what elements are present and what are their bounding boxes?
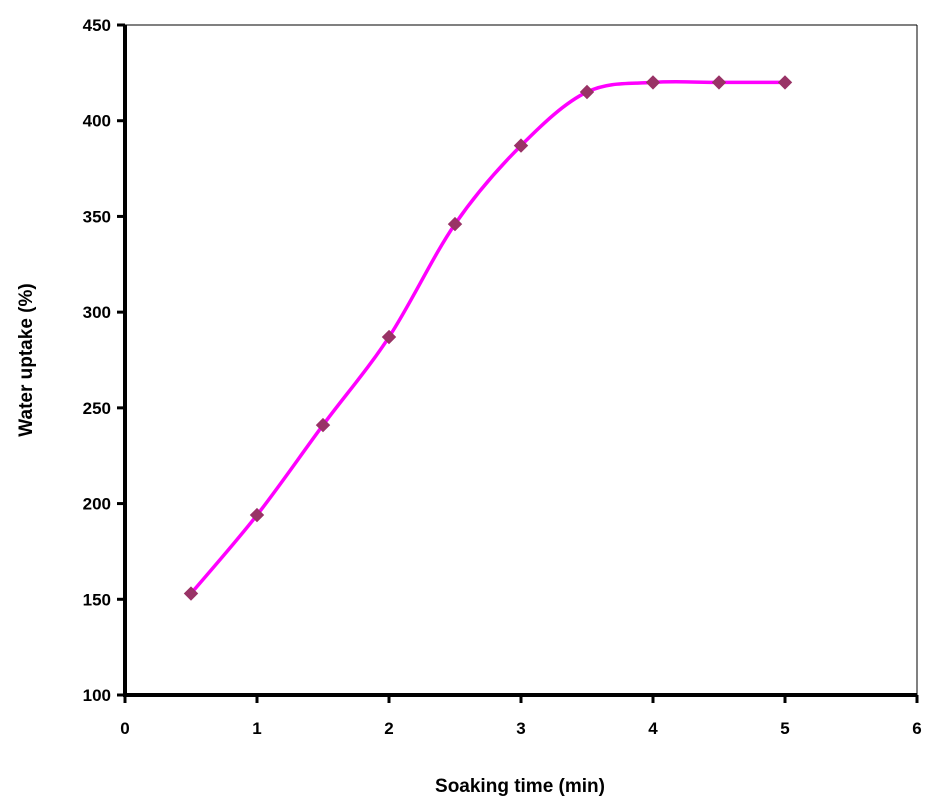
x-tick-label: 2 <box>384 719 393 738</box>
data-point-marker <box>579 84 595 100</box>
x-tick-label: 1 <box>252 719 261 738</box>
data-point-marker <box>183 586 199 601</box>
data-point-marker <box>315 417 331 433</box>
series-line <box>189 79 785 595</box>
data-point-marker <box>513 138 529 153</box>
y-axis-title: Water uptake (%) <box>16 283 37 436</box>
y-tick-label: 400 <box>83 112 111 131</box>
data-point-marker <box>645 75 661 90</box>
x-tick-label: 4 <box>648 719 658 738</box>
y-tick-label: 200 <box>83 495 111 514</box>
series-layer <box>183 75 793 601</box>
plot-area <box>125 25 917 695</box>
x-tick-label: 5 <box>780 719 789 738</box>
x-tick-label: 3 <box>516 719 525 738</box>
x-tick-label: 6 <box>912 719 921 738</box>
data-point-marker <box>777 75 793 90</box>
y-tick-label: 150 <box>83 590 111 609</box>
y-tick-label: 450 <box>83 16 111 35</box>
x-tick-label: 0 <box>120 719 129 738</box>
x-axis-title: Soaking time (min) <box>435 776 605 797</box>
data-point-marker <box>381 329 397 345</box>
y-axis-ticks: 100 150 200 250 300 350 400 450 <box>83 16 125 705</box>
data-point-marker <box>447 216 463 232</box>
data-point-marker <box>711 75 727 90</box>
y-tick-label: 300 <box>83 303 111 322</box>
y-tick-label: 100 <box>83 686 111 705</box>
y-tick-label: 250 <box>83 399 111 418</box>
y-tick-label: 350 <box>83 207 111 226</box>
x-axis-ticks: 0 1 2 3 4 5 6 <box>120 695 922 738</box>
data-point-marker <box>249 507 265 523</box>
